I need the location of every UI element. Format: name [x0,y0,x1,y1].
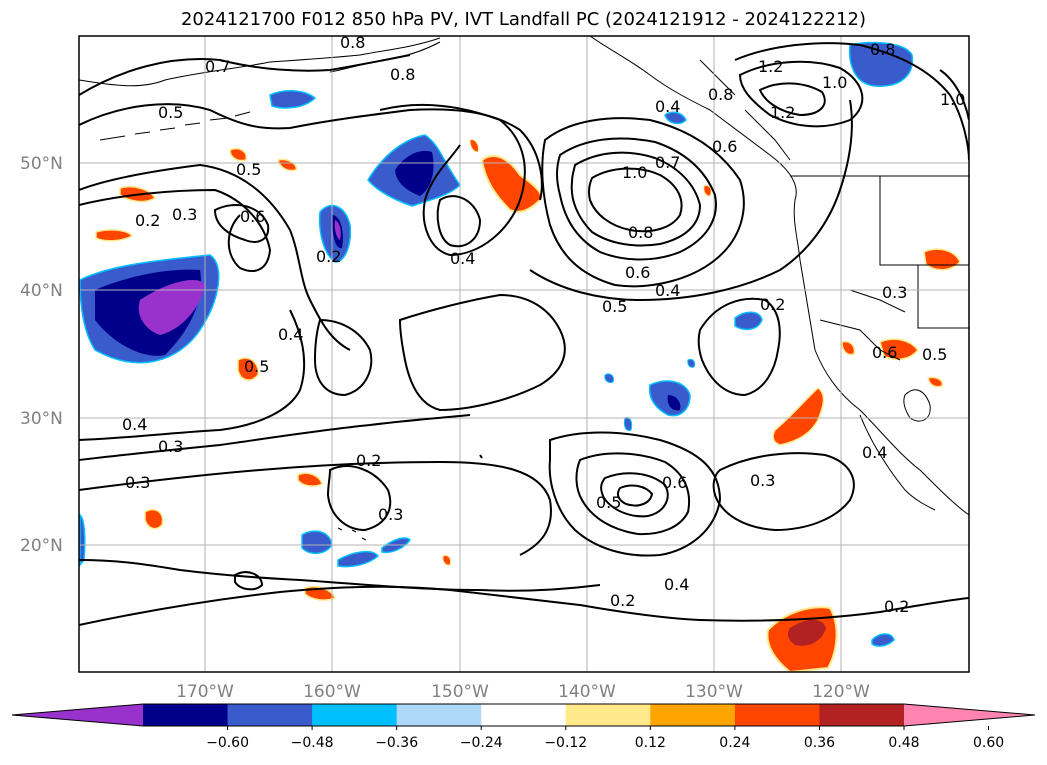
colorbar-segment [565,704,651,726]
contour-label: 0.6 [662,473,687,492]
contour-label: 0.7 [655,153,680,172]
map-title: 2024121700 F012 850 hPa PV, IVT Landfall… [180,9,867,30]
contour-label: 0.5 [236,160,261,179]
contour-label: 1.2 [770,103,795,122]
lat-label: 40°N [20,281,63,301]
lon-label: 170°W [176,682,234,702]
colorbar-tick-label: −0.12 [544,735,587,751]
contour-label: 0.2 [610,591,635,610]
contour-label: 0.5 [244,357,269,376]
contour-label: 0.4 [655,97,680,116]
contour-label: 0.8 [340,33,365,52]
contour-label: 0.4 [655,281,680,300]
contour-label: 0.4 [450,249,475,268]
colorbar-segment [312,704,398,726]
lat-label: 30°N [20,409,63,429]
negative-anomaly-shading [79,41,914,647]
colorbar-tick-label: −0.60 [206,735,249,751]
colorbar-segment [396,704,482,726]
lon-label: 120°W [812,682,870,702]
contour-label: 0.8 [708,85,733,104]
longitude-labels: 170°W 160°W 150°W 140°W 130°W 120°W [176,682,870,702]
contour-label: 0.3 [378,505,403,524]
contour-label: 0.5 [922,345,947,364]
coastlines [79,36,969,541]
contour-label: 1.2 [758,57,783,76]
contour-label: 0.8 [390,65,415,84]
latitude-labels: 50°N 40°N 30°N 20°N [20,154,63,556]
colorbar-segment [143,704,229,726]
contour-label: 1.0 [622,163,647,182]
contour-label: 0.2 [884,597,909,616]
contour-label: 0.2 [135,211,160,230]
contour-label: 0.6 [240,207,265,226]
lon-label: 160°W [303,682,361,702]
contour-label: 0.7 [205,57,230,76]
contour-label: 0.4 [862,443,887,462]
contour-label: 0.5 [596,493,621,512]
map-area [79,36,969,672]
colorbar-tick-label: −0.24 [460,735,503,751]
contour-label: 0.4 [278,325,303,344]
contour-label: 0.6 [712,137,737,156]
colorbar-tick-label: 0.60 [973,735,1004,751]
contour-labels: 0.7 0.8 0.8 1.2 0.8 1.0 1.2 1.0 0.5 0.4 … [122,33,965,616]
colorbar-extension-low [12,704,143,726]
contour-label: 0.8 [628,223,653,242]
colorbar-tick-label: 0.24 [719,735,750,751]
contour-label: 0.5 [158,103,183,122]
contour-label: 0.3 [750,471,775,490]
contour-label: 0.3 [172,205,197,224]
contour-label: 0.2 [356,451,381,470]
colorbar-tick-label: 0.48 [888,735,919,751]
colorbar-segment [481,704,567,726]
contour-label: 0.3 [882,283,907,302]
colorbar-tick-label: −0.36 [375,735,418,751]
lat-label: 50°N [20,154,63,174]
contour-label: 0.2 [760,295,785,314]
colorbar-extension-high [904,704,1035,726]
colorbar-tick-label: 0.12 [635,735,666,751]
colorbar: −0.60 −0.48 −0.36 −0.24 −0.12 0.12 0.24 0.36 0.4… [11,703,1036,751]
contour-label: 0.6 [872,343,897,362]
colorbar-tick-label: 0.36 [804,735,835,751]
colorbar-segment [227,704,313,726]
colorbar-outline [11,703,1036,727]
colorbar-segment [650,704,736,726]
lon-label: 130°W [685,682,743,702]
contour-label: 0.4 [122,415,147,434]
contour-label: 1.0 [940,90,965,109]
contour-label: 0.6 [625,263,650,282]
contour-label: 0.8 [870,40,895,59]
pv-contours [79,42,969,626]
colorbar-segment [734,704,820,726]
colorbar-tick-label: −0.48 [291,735,334,751]
map-frame [78,35,970,673]
contour-label: 1.0 [822,73,847,92]
contour-label: 0.3 [125,473,150,492]
lon-label: 140°W [558,682,616,702]
contour-label: 0.2 [316,247,341,266]
contour-label: 0.3 [158,437,183,456]
lat-label: 20°N [20,536,63,556]
lon-label: 150°W [431,682,489,702]
colorbar-segment [819,704,905,726]
contour-label: 0.4 [664,575,689,594]
contour-label: 0.5 [602,297,627,316]
